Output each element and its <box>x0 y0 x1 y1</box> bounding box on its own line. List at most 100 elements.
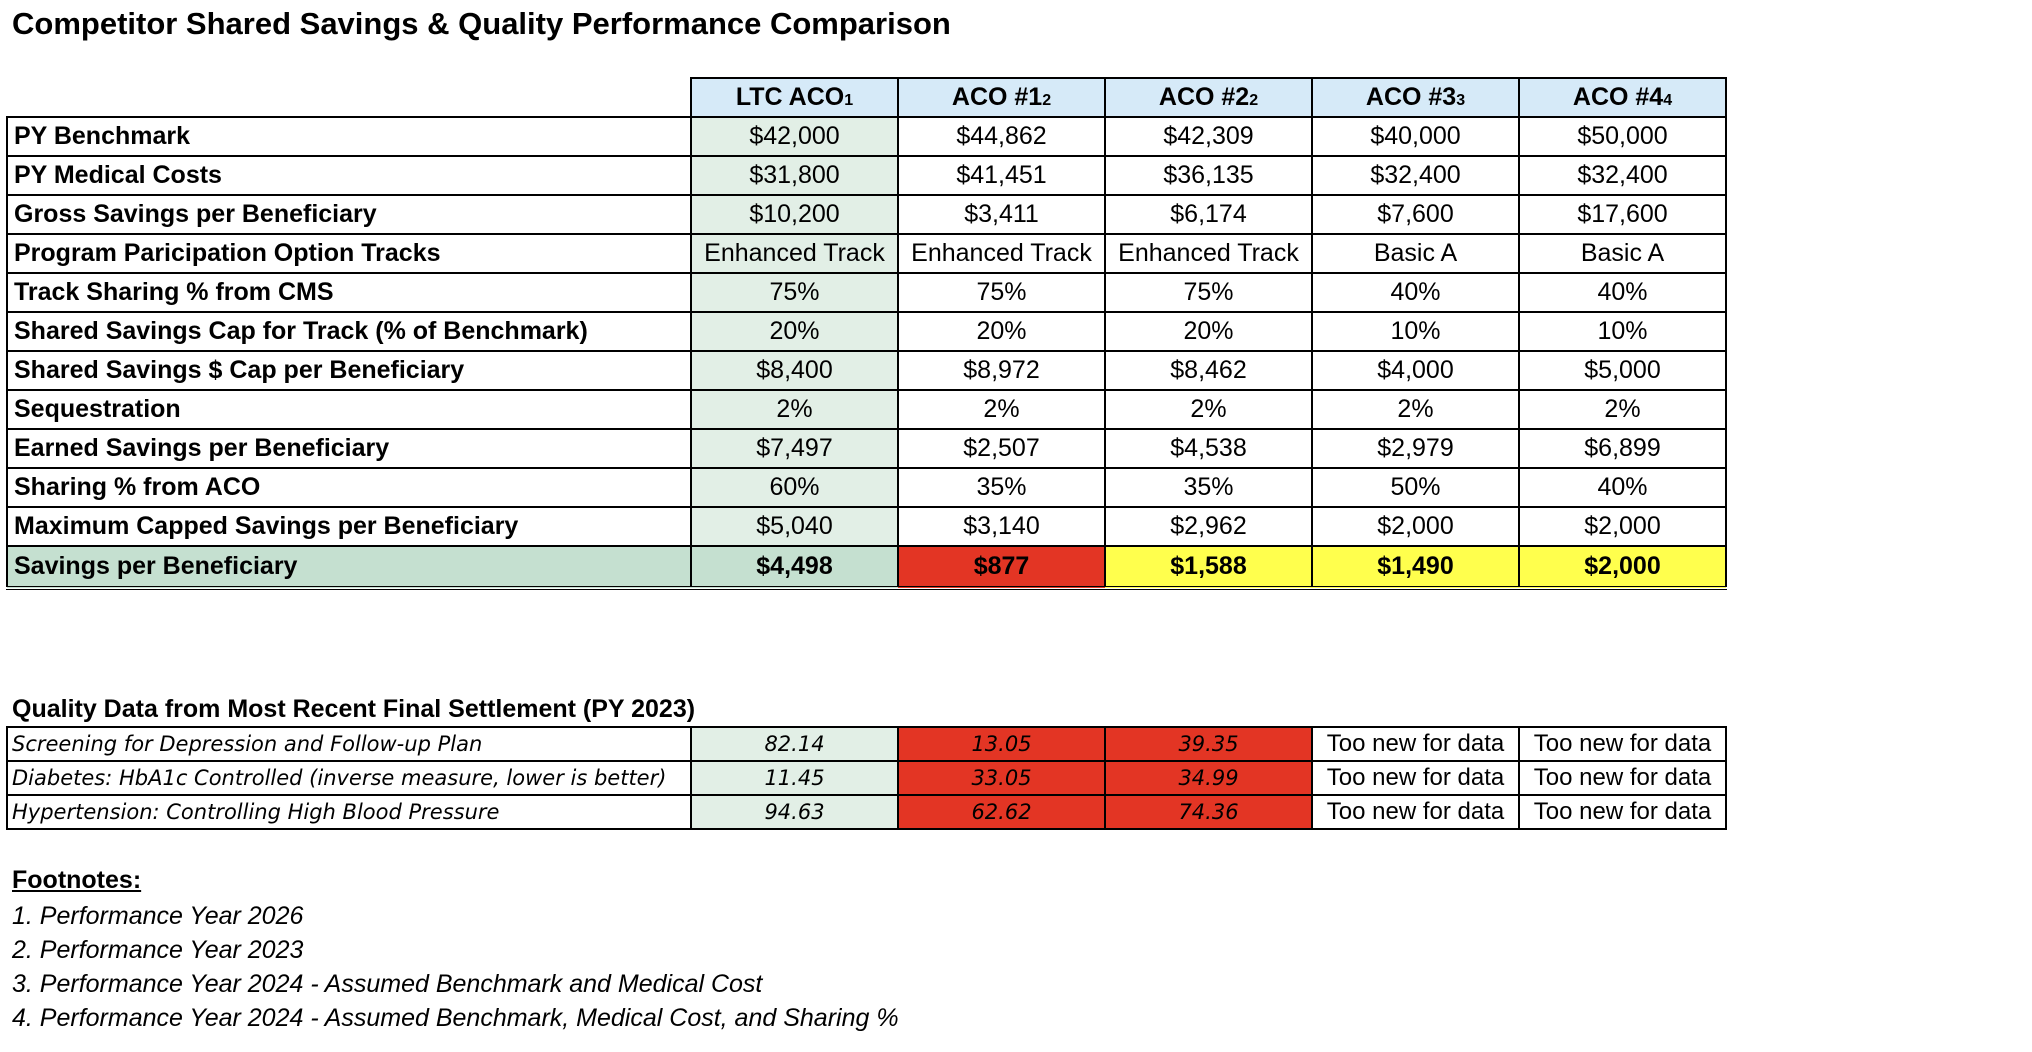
table-cell: 40% <box>1518 467 1727 508</box>
quality-table: Screening for Depression and Follow-up P… <box>6 726 1727 830</box>
footnotes-title: Footnotes: <box>12 866 142 894</box>
quality-cell: 39.35 <box>1104 726 1313 762</box>
header-row: LTC ACO1 ACO #12 ACO #22 ACO #33 ACO #44 <box>7 77 1727 118</box>
table-row: Gross Savings per Beneficiary $10,200 $3,4… <box>6 194 1727 235</box>
total-cell: $2,000 <box>1518 545 1727 590</box>
table-cell: $7,600 <box>1311 194 1520 235</box>
row-label: Savings per Beneficiary <box>6 545 692 590</box>
total-cell: $1,490 <box>1311 545 1520 590</box>
table-cell: $3,411 <box>897 194 1106 235</box>
table-cell: $40,000 <box>1311 116 1520 157</box>
table-cell: Basic A <box>1518 233 1727 274</box>
quality-cell: Too new for data <box>1518 760 1727 796</box>
table-cell: $42,000 <box>690 116 899 157</box>
table-cell: 40% <box>1311 272 1520 313</box>
quality-row: Hypertension: Controlling High Blood Pre… <box>6 794 1727 830</box>
table-row: Shared Savings Cap for Track (% of Bench… <box>6 311 1727 352</box>
table-row: PY Benchmark $42,000 $44,862 $42,309 $40,000… <box>6 116 1727 157</box>
table-row: Shared Savings $ Cap per Beneficiary $8,4… <box>6 350 1727 391</box>
table-cell: $8,400 <box>690 350 899 391</box>
table-row: Maximum Capped Savings per Beneficiary $5… <box>6 506 1727 547</box>
quality-cell: Too new for data <box>1518 794 1727 830</box>
quality-measure-label: Screening for Depression and Follow-up P… <box>6 726 692 762</box>
quality-row: Screening for Depression and Follow-up P… <box>6 726 1727 762</box>
total-row: Savings per Beneficiary $4,498 $877 $1,5… <box>6 545 1727 590</box>
quality-cell: Too new for data <box>1311 760 1520 796</box>
row-label: Earned Savings per Beneficiary <box>6 428 692 469</box>
table-cell: 75% <box>897 272 1106 313</box>
footnote: 2. Performance Year 2023 <box>12 936 304 964</box>
table-cell: 2% <box>1311 389 1520 430</box>
table-cell: $32,400 <box>1311 155 1520 196</box>
table-cell: $7,497 <box>690 428 899 469</box>
column-header: ACO #44 <box>1518 77 1727 118</box>
quality-row: Diabetes: HbA1c Controlled (inverse meas… <box>6 760 1727 796</box>
table-row: Sequestration 2% 2% 2% 2% 2% <box>6 389 1727 430</box>
table-cell: 10% <box>1518 311 1727 352</box>
footnote: 1. Performance Year 2026 <box>12 902 304 930</box>
quality-measure-label: Hypertension: Controlling High Blood Pre… <box>6 794 692 830</box>
table-cell: $2,000 <box>1518 506 1727 547</box>
table-cell: 2% <box>897 389 1106 430</box>
total-cell: $1,588 <box>1104 545 1313 590</box>
table-cell: 50% <box>1311 467 1520 508</box>
table-cell: $5,040 <box>690 506 899 547</box>
quality-cell: Too new for data <box>1518 726 1727 762</box>
table-row: Sharing % from ACO 60% 35% 35% 50% 40% <box>6 467 1727 508</box>
table-cell: $41,451 <box>897 155 1106 196</box>
table-cell: $4,000 <box>1311 350 1520 391</box>
table-cell: 60% <box>690 467 899 508</box>
table-cell: $4,538 <box>1104 428 1313 469</box>
table-cell: $50,000 <box>1518 116 1727 157</box>
row-label: PY Medical Costs <box>6 155 692 196</box>
table-cell: $10,200 <box>690 194 899 235</box>
table-cell: $31,800 <box>690 155 899 196</box>
quality-cell: 94.63 <box>690 794 899 830</box>
total-cell: $877 <box>897 545 1106 590</box>
table-cell: $17,600 <box>1518 194 1727 235</box>
savings-comparison-table: LTC ACO1 ACO #12 ACO #22 ACO #33 ACO #44… <box>6 77 1727 590</box>
table-cell: 2% <box>1518 389 1727 430</box>
table-cell: Basic A <box>1311 233 1520 274</box>
quality-measure-label: Diabetes: HbA1c Controlled (inverse meas… <box>6 760 692 796</box>
quality-cell: 11.45 <box>690 760 899 796</box>
table-cell: 10% <box>1311 311 1520 352</box>
table-cell: 2% <box>1104 389 1313 430</box>
row-label: Gross Savings per Beneficiary <box>6 194 692 235</box>
column-header: ACO #33 <box>1311 77 1520 118</box>
footnote: 3. Performance Year 2024 - Assumed Bench… <box>12 970 763 998</box>
row-label: PY Benchmark <box>6 116 692 157</box>
table-cell: 75% <box>1104 272 1313 313</box>
table-cell: 35% <box>1104 467 1313 508</box>
quality-cell: Too new for data <box>1311 794 1520 830</box>
table-cell: $2,000 <box>1311 506 1520 547</box>
table-row: Track Sharing % from CMS 75% 75% 75% 40% 40% <box>6 272 1727 313</box>
footnote: 4. Performance Year 2024 - Assumed Bench… <box>12 1004 899 1032</box>
column-header: LTC ACO1 <box>690 77 899 118</box>
column-header: ACO #12 <box>897 77 1106 118</box>
quality-cell: 74.36 <box>1104 794 1313 830</box>
table-cell: $2,507 <box>897 428 1106 469</box>
quality-cell: Too new for data <box>1311 726 1520 762</box>
quality-section-title: Quality Data from Most Recent Final Sett… <box>12 695 696 723</box>
table-cell: $44,862 <box>897 116 1106 157</box>
row-label: Shared Savings $ Cap per Beneficiary <box>6 350 692 391</box>
table-cell: $8,462 <box>1104 350 1313 391</box>
table-cell: 20% <box>897 311 1106 352</box>
row-label: Track Sharing % from CMS <box>6 272 692 313</box>
quality-cell: 62.62 <box>897 794 1106 830</box>
table-cell: $6,899 <box>1518 428 1727 469</box>
table-cell: $3,140 <box>897 506 1106 547</box>
quality-cell: 33.05 <box>897 760 1106 796</box>
table-cell: 20% <box>1104 311 1313 352</box>
table-cell: $2,962 <box>1104 506 1313 547</box>
table-cell: Enhanced Track <box>690 233 899 274</box>
table-cell: $2,979 <box>1311 428 1520 469</box>
row-label: Maximum Capped Savings per Beneficiary <box>6 506 692 547</box>
row-label: Program Paricipation Option Tracks <box>6 233 692 274</box>
table-cell: $8,972 <box>897 350 1106 391</box>
table-cell: Enhanced Track <box>1104 233 1313 274</box>
total-cell: $4,498 <box>690 545 899 590</box>
table-cell: 40% <box>1518 272 1727 313</box>
table-cell: 35% <box>897 467 1106 508</box>
